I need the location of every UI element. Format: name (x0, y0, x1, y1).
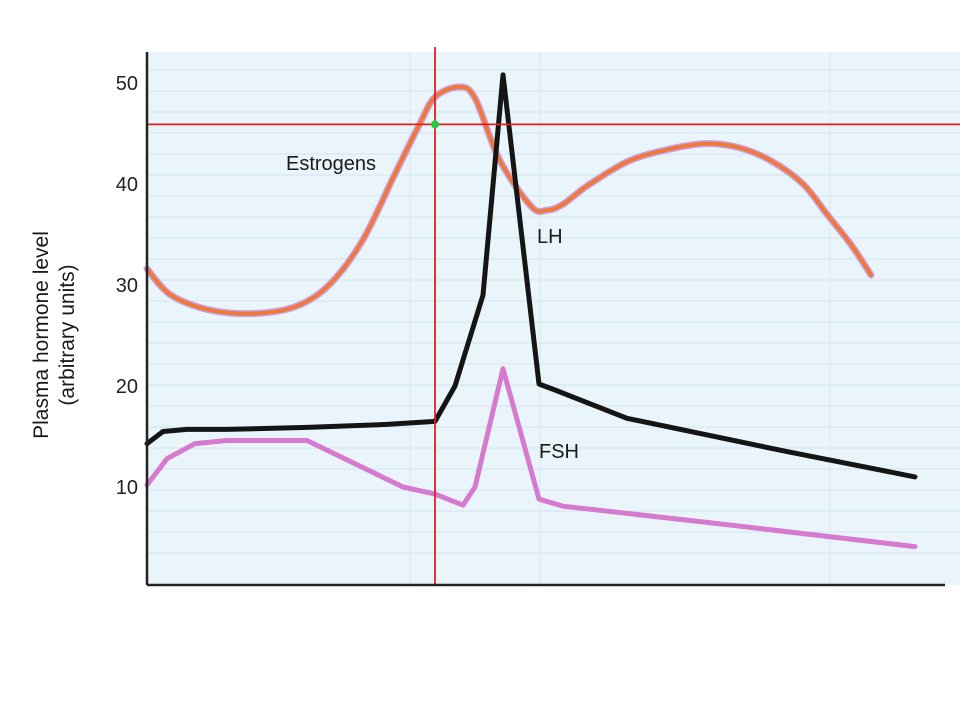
y-tick-label: 30 (116, 275, 138, 297)
series-label-lh: LH (537, 226, 563, 248)
series-line-lh (144, 72, 918, 480)
y-tick-label: 10 (116, 477, 138, 499)
guide-lines (147, 47, 960, 585)
y-axis-title-sub: (arbitrary units) (56, 264, 79, 405)
plot-background (147, 52, 960, 585)
axes (145, 52, 945, 587)
y-tick-label: 40 (116, 174, 138, 196)
y-tick-labels: 10 20 30 40 50 (116, 73, 138, 499)
series-lines (143, 72, 918, 550)
series-line-fsh (144, 366, 918, 550)
series-line-estrogens (145, 84, 873, 316)
y-axis-title: Plasma hormone level (arbitrary units) (30, 231, 79, 439)
y-tick-label: 20 (116, 376, 138, 398)
series-label-fsh: FSH (539, 441, 579, 463)
intersection-marker (431, 120, 439, 129)
series-labels: Estrogens LH FSH (286, 153, 579, 463)
series-label-estrogens: Estrogens (286, 153, 376, 175)
y-axis-title-main: Plasma hormone level (30, 231, 53, 439)
y-tick-label: 50 (116, 73, 138, 95)
